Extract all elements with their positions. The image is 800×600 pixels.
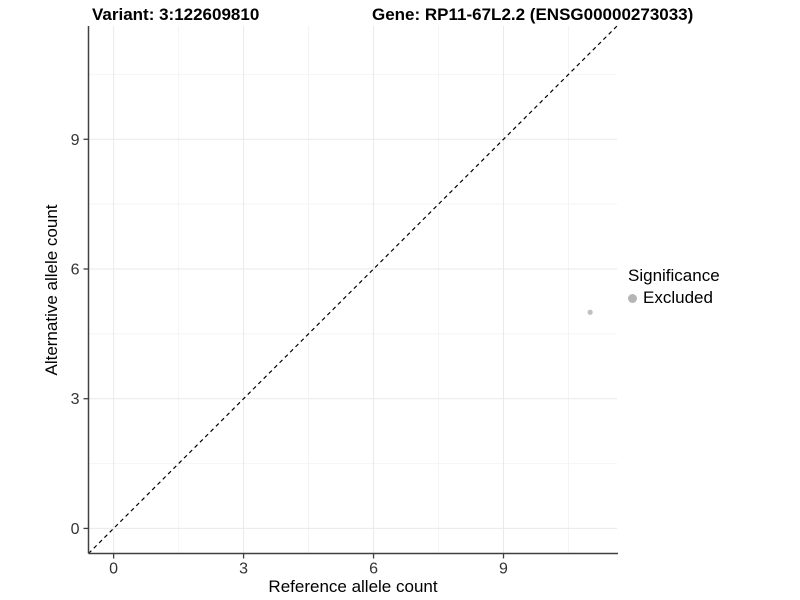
identity-line <box>88 25 618 554</box>
legend-item-excluded: Excluded <box>628 287 720 309</box>
plot-title-gene: Gene: RP11-67L2.2 (ENSG00000273033) <box>372 5 694 24</box>
y-tick-label: 3 <box>71 391 80 408</box>
legend-item-label: Excluded <box>643 288 713 307</box>
x-tick-label: 0 <box>109 561 118 578</box>
plot-title-variant: Variant: 3:122609810 <box>92 5 260 24</box>
legend: Significance Excluded <box>628 265 720 309</box>
legend-title: Significance <box>628 266 720 285</box>
x-tick-label: 6 <box>369 561 378 578</box>
data-point <box>587 309 593 315</box>
y-tick-label: 0 <box>71 521 80 538</box>
y-axis-title: Alternative allele count <box>42 204 61 376</box>
x-tick-label: 3 <box>239 561 248 578</box>
y-tick-label: 6 <box>71 261 80 278</box>
x-axis-title: Reference allele count <box>268 577 438 596</box>
legend-point-icon <box>628 293 637 303</box>
y-tick-label: 9 <box>71 132 80 149</box>
x-tick-label: 9 <box>499 561 508 578</box>
